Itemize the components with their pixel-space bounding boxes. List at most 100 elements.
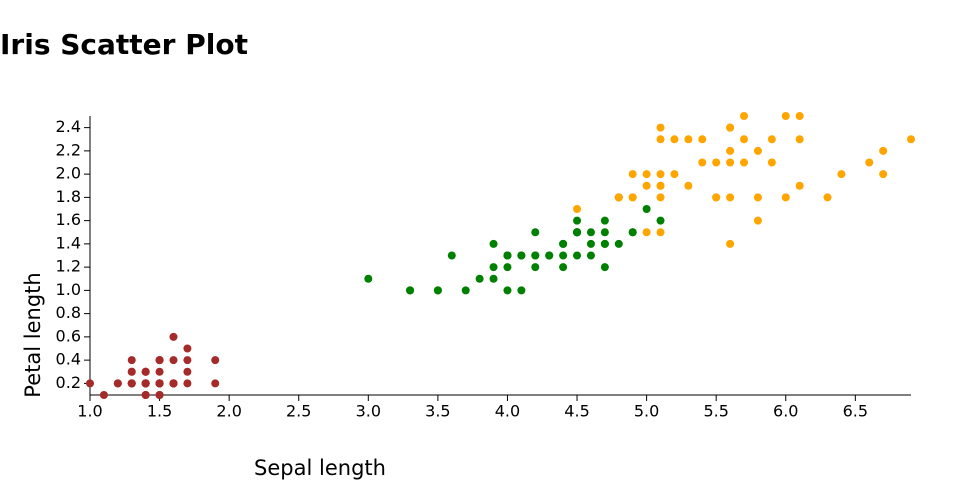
- point: [517, 286, 526, 295]
- point: [169, 332, 178, 341]
- point: [740, 158, 749, 167]
- point: [155, 367, 164, 376]
- point: [656, 228, 665, 237]
- point: [865, 158, 874, 167]
- point: [642, 181, 651, 190]
- point: [600, 216, 609, 225]
- point: [628, 170, 637, 179]
- point: [127, 367, 136, 376]
- point: [795, 135, 804, 144]
- point: [531, 228, 540, 237]
- point: [642, 170, 651, 179]
- point: [169, 356, 178, 365]
- point: [795, 112, 804, 120]
- point: [600, 228, 609, 237]
- point: [656, 193, 665, 202]
- point: [642, 205, 651, 213]
- point: [531, 251, 540, 260]
- point: [600, 239, 609, 248]
- point: [559, 263, 568, 272]
- chart-title: Iris Scatter Plot: [0, 28, 248, 61]
- point: [141, 379, 150, 388]
- point: [406, 286, 415, 295]
- point: [183, 356, 192, 365]
- point: [183, 344, 192, 353]
- point: [573, 251, 582, 260]
- y-tick-label: 0.2: [56, 373, 81, 392]
- point: [364, 274, 373, 283]
- point: [698, 135, 707, 144]
- point: [795, 181, 804, 190]
- y-tick-label: 1.6: [56, 210, 81, 229]
- point: [656, 216, 665, 225]
- point: [211, 356, 220, 365]
- x-tick-label: 2.0: [216, 402, 241, 421]
- point: [753, 216, 762, 225]
- point: [698, 158, 707, 167]
- point: [433, 286, 442, 295]
- x-tick-label: 6.0: [773, 402, 798, 421]
- point: [545, 251, 554, 260]
- y-axis-label: Petal length: [21, 272, 45, 397]
- point: [489, 274, 498, 283]
- y-tick-label: 1.4: [56, 233, 81, 252]
- point: [141, 391, 150, 399]
- point: [684, 135, 693, 144]
- point: [155, 391, 164, 399]
- point: [753, 146, 762, 155]
- point: [503, 251, 512, 260]
- y-tick-label: 2.0: [56, 164, 81, 183]
- x-tick-label: 1.0: [77, 402, 102, 421]
- y-tick-label: 0.4: [56, 350, 81, 369]
- point: [726, 193, 735, 202]
- point: [614, 239, 623, 248]
- point: [628, 228, 637, 237]
- point: [726, 158, 735, 167]
- x-tick-label: 1.5: [147, 402, 172, 421]
- y-tick-label: 2.2: [56, 140, 81, 159]
- point: [726, 239, 735, 248]
- point: [670, 170, 679, 179]
- point: [656, 170, 665, 179]
- point: [559, 251, 568, 260]
- y-tick-label: 1.0: [56, 280, 81, 299]
- point: [573, 205, 582, 213]
- point: [753, 193, 762, 202]
- point: [86, 379, 94, 388]
- point: [726, 146, 735, 155]
- point: [740, 135, 749, 144]
- point: [823, 193, 832, 202]
- point: [127, 379, 136, 388]
- x-tick-label: 2.5: [286, 402, 311, 421]
- point: [531, 263, 540, 272]
- x-tick-label: 4.5: [564, 402, 589, 421]
- point: [614, 193, 623, 202]
- point: [586, 228, 595, 237]
- point: [712, 158, 721, 167]
- point: [517, 251, 526, 260]
- x-tick-label: 3.5: [425, 402, 450, 421]
- point: [628, 193, 637, 202]
- x-tick-label: 6.5: [843, 402, 868, 421]
- point: [559, 239, 568, 248]
- point: [211, 379, 220, 388]
- point: [447, 251, 456, 260]
- x-tick-label: 5.0: [634, 402, 659, 421]
- point: [837, 170, 846, 179]
- point: [670, 135, 679, 144]
- y-tick-label: 0.8: [56, 303, 81, 322]
- point: [155, 379, 164, 388]
- point: [489, 263, 498, 272]
- point: [879, 170, 888, 179]
- point: [99, 391, 108, 399]
- point: [740, 112, 749, 120]
- point: [141, 367, 150, 376]
- y-tick-label: 2.4: [56, 117, 81, 136]
- point: [586, 239, 595, 248]
- y-tick-label: 1.8: [56, 187, 81, 206]
- point: [503, 263, 512, 272]
- point: [503, 286, 512, 295]
- point: [573, 228, 582, 237]
- point: [475, 274, 484, 283]
